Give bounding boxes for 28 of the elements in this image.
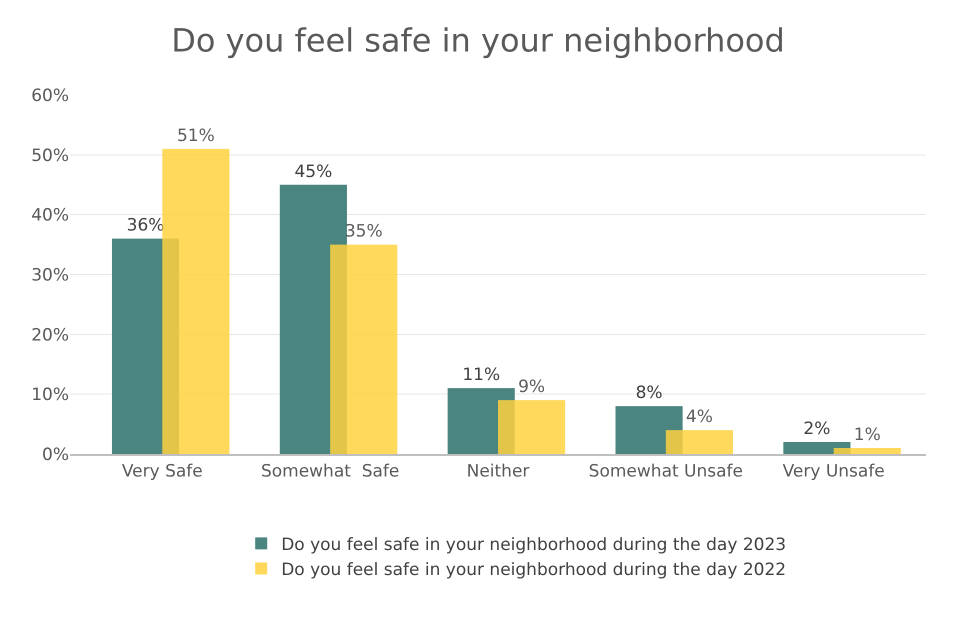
- y-tick-label: 20%: [31, 325, 69, 346]
- bar: [834, 448, 901, 454]
- data-label: 45%: [294, 162, 332, 182]
- bar: [666, 430, 733, 454]
- y-tick-label: 10%: [31, 385, 69, 406]
- data-label: 2%: [803, 419, 830, 440]
- y-tick-label: 0%: [42, 444, 69, 465]
- data-label: 51%: [176, 126, 215, 146]
- bar: [330, 244, 398, 454]
- legend-label: Do you feel safe in your neighborhood during the day 2022: [281, 560, 786, 580]
- x-tick-label: Very Unsafe: [782, 461, 885, 482]
- x-tick-label: Very Safe: [122, 461, 203, 482]
- data-label: 8%: [636, 383, 663, 404]
- bar: [498, 400, 566, 454]
- data-label: 11%: [462, 365, 500, 386]
- y-tick-label: 30%: [31, 265, 69, 286]
- y-tick-label: 60%: [31, 86, 69, 106]
- data-label: 1%: [854, 425, 881, 446]
- bar: [162, 148, 230, 454]
- legend-label: Do you feel safe in your neighborhood during the day 2023: [281, 534, 786, 555]
- data-label: 4%: [686, 407, 713, 428]
- chart-title: Do you feel safe in your neighborhood: [171, 21, 785, 60]
- x-tick-label: Somewhat Safe: [260, 461, 400, 482]
- y-tick-label: 40%: [31, 206, 69, 226]
- y-tick-label: 50%: [31, 146, 69, 166]
- data-label: 9%: [518, 377, 546, 398]
- x-tick-label: Somewhat Unsafe: [588, 461, 743, 482]
- x-tick-label: Neither: [466, 461, 530, 482]
